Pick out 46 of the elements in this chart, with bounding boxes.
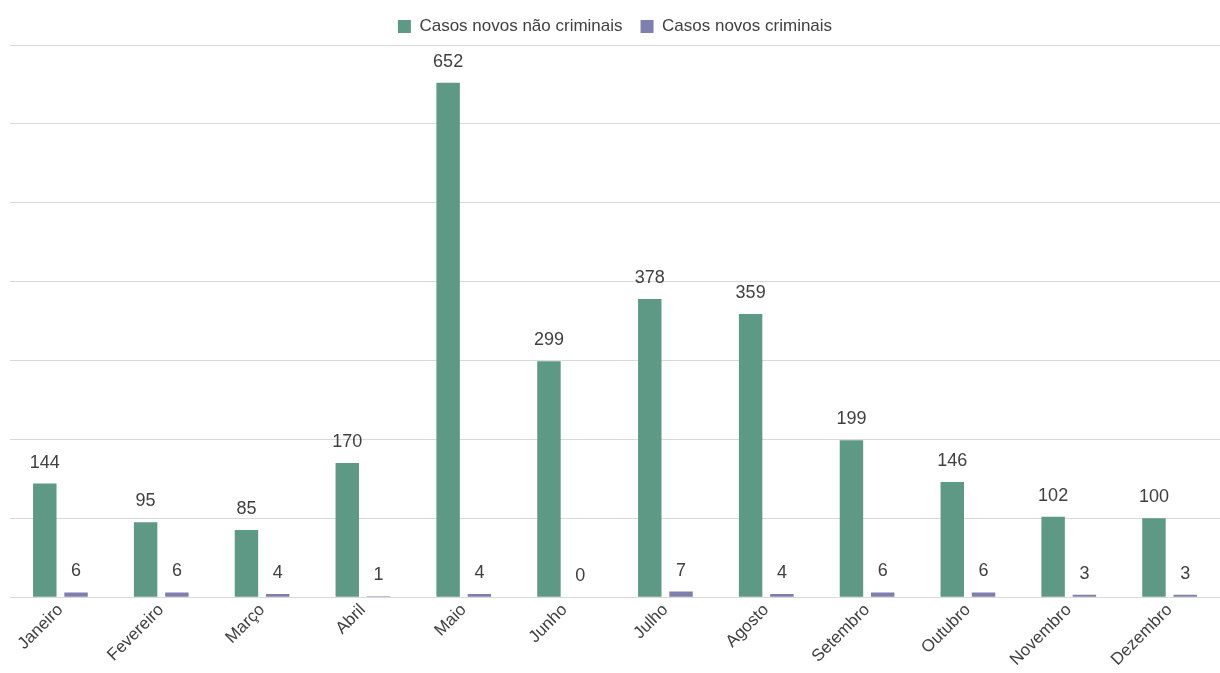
data-label: 95 [135, 490, 156, 511]
data-label: 3 [1180, 562, 1191, 583]
bar [165, 592, 189, 597]
bar [638, 298, 662, 597]
data-label: 7 [676, 559, 687, 580]
bar [335, 463, 360, 597]
bar [133, 522, 158, 597]
data-label: 85 [236, 498, 257, 519]
data-label: 359 [735, 281, 766, 302]
bar [64, 592, 88, 597]
data-label: 144 [29, 451, 60, 472]
data-label: 6 [978, 560, 989, 581]
data-label: 102 [1038, 484, 1069, 505]
data-label: 1 [373, 564, 384, 585]
legend-label: Casos novos não criminais [419, 16, 623, 36]
data-label: 170 [332, 431, 363, 452]
bar [940, 481, 965, 597]
bar [234, 530, 259, 597]
bar [971, 592, 996, 597]
data-label: 299 [533, 329, 564, 350]
data-label: 652 [433, 50, 464, 71]
data-label: 199 [836, 408, 867, 429]
data-label: 0 [575, 565, 586, 586]
bar [738, 313, 763, 597]
bar [265, 593, 290, 597]
bar [770, 593, 794, 597]
data-label: 146 [937, 449, 968, 470]
data-label: 4 [776, 561, 787, 582]
bar [467, 593, 492, 597]
data-label: 4 [272, 561, 283, 582]
bar [669, 591, 693, 597]
bar [870, 592, 895, 597]
bar [537, 361, 561, 597]
data-label: 378 [634, 266, 665, 287]
bar [1041, 516, 1065, 597]
data-label: 3 [1079, 562, 1090, 583]
data-label: 6 [171, 560, 182, 581]
data-label: 6 [71, 560, 82, 581]
bar [1142, 518, 1166, 597]
bar [436, 82, 460, 597]
data-label: 6 [877, 560, 888, 581]
bar [33, 483, 57, 597]
legend-label: Casos novos criminais [662, 16, 833, 36]
data-label: 100 [1138, 486, 1169, 507]
bar [839, 440, 864, 597]
data-label: 4 [474, 561, 485, 582]
